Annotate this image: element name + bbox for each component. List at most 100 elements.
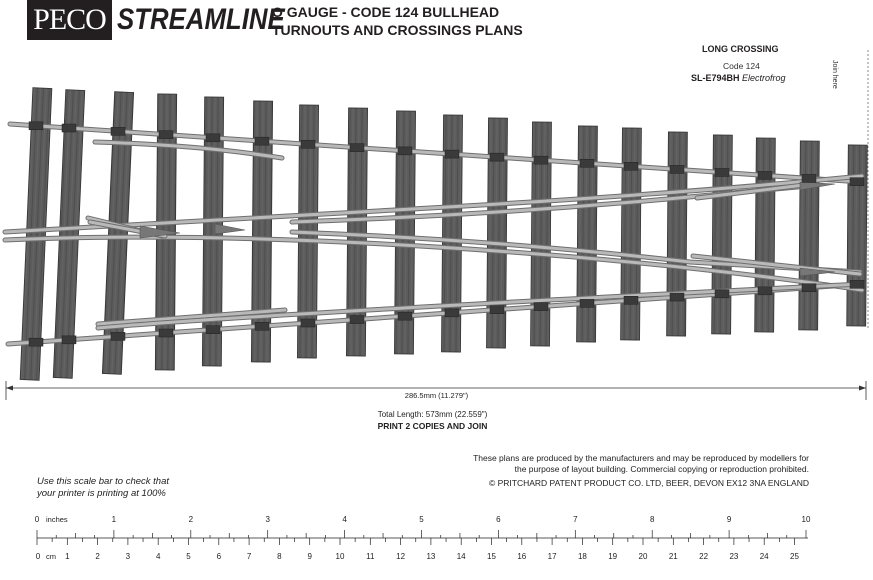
chair xyxy=(533,302,549,311)
sleeper xyxy=(394,110,416,355)
streamline-logo: STREAMLINE xyxy=(117,3,285,36)
scale-bar-note: Use this scale bar to check that your pr… xyxy=(37,476,169,500)
sleeper xyxy=(620,127,642,341)
chair xyxy=(349,315,365,324)
chair xyxy=(300,318,316,328)
chair xyxy=(489,152,505,162)
chair xyxy=(849,280,865,289)
rail xyxy=(290,230,862,274)
cm-tick-label: 8 xyxy=(277,552,282,561)
chair xyxy=(300,140,316,149)
chair xyxy=(801,174,817,183)
notice-line-2: the purpose of layout building. Commerci… xyxy=(514,464,809,474)
title-line-2: TURNOUTS AND CROSSINGS PLANS xyxy=(272,22,523,38)
cm-tick-label: 7 xyxy=(247,552,252,561)
rails xyxy=(2,121,865,347)
cm-tick-label: 15 xyxy=(487,552,496,561)
sleeper xyxy=(19,87,53,381)
reproduction-notice: These plans are produced by the manufact… xyxy=(473,453,809,475)
rail xyxy=(691,254,862,276)
cm-tick-label: 18 xyxy=(578,552,587,561)
chair xyxy=(669,165,685,174)
cm-label: cm xyxy=(46,552,56,561)
scale-note-line-2: your printer is printing at 100% xyxy=(37,488,166,499)
chair xyxy=(349,143,365,152)
frog-type: Electrofrog xyxy=(742,73,786,83)
chair xyxy=(110,332,126,341)
sleeper xyxy=(711,134,733,335)
sleeper xyxy=(846,144,868,327)
sleeper xyxy=(52,89,86,379)
cm-tick-label: 5 xyxy=(186,552,191,561)
chair xyxy=(205,325,221,334)
sleeper xyxy=(576,125,598,343)
inch-tick-label: 1 xyxy=(112,515,117,524)
chair xyxy=(444,149,460,159)
inches-label: inches xyxy=(46,515,68,524)
plan-catalogue: SL-E794BH Electrofrog xyxy=(691,73,786,83)
cm-tick-label: 4 xyxy=(156,552,161,561)
cm-tick-label: 14 xyxy=(457,552,466,561)
chair xyxy=(669,292,685,302)
dimension-line xyxy=(5,381,867,400)
sleeper xyxy=(486,117,508,349)
cm-tick-label: 1 xyxy=(65,552,70,561)
plan-code: Code 124 xyxy=(723,61,760,71)
chair xyxy=(801,283,817,292)
chair xyxy=(397,146,413,156)
rail xyxy=(93,140,284,160)
chair xyxy=(623,162,639,171)
cm-tick-label: 2 xyxy=(95,552,100,561)
cm-tick-label: 0 xyxy=(36,552,41,561)
inch-tick-label: 5 xyxy=(419,515,424,524)
chair xyxy=(579,159,595,168)
chair xyxy=(158,328,174,338)
track-plan-drawing xyxy=(2,50,869,400)
title-line-1: O GAUGE - CODE 124 BULLHEAD xyxy=(272,4,500,20)
copyright-notice: © PRITCHARD PATENT PRODUCT CO. LTD, BEER… xyxy=(488,478,809,488)
chair xyxy=(28,121,44,131)
rail-chairs xyxy=(28,121,865,347)
page-title: O GAUGE - CODE 124 BULLHEAD TURNOUTS AND… xyxy=(272,3,523,39)
chair xyxy=(757,286,773,296)
cm-tick-label: 10 xyxy=(336,552,345,561)
chair xyxy=(110,127,126,136)
rail xyxy=(3,174,864,234)
sleeper xyxy=(530,121,552,347)
chair xyxy=(849,177,865,186)
chair xyxy=(579,299,595,308)
inch-tick-label: 8 xyxy=(650,515,655,524)
sleeper xyxy=(250,100,274,363)
chair xyxy=(397,311,413,321)
rail xyxy=(6,282,864,346)
inch-ticks: 0 1 2 3 4 5 6 7 8 9 10 xyxy=(35,515,811,538)
catalogue-number: SL-E794BH xyxy=(691,73,740,83)
length-label: 286.5mm (11.279") xyxy=(404,391,469,400)
cm-tick-label: 13 xyxy=(426,552,435,561)
chair xyxy=(158,130,174,139)
chair xyxy=(205,133,221,143)
chair xyxy=(489,305,505,314)
chair xyxy=(28,337,44,347)
chair xyxy=(714,289,730,299)
cm-tick-label: 16 xyxy=(517,552,526,561)
sleeper xyxy=(798,140,820,331)
sleeper xyxy=(101,91,135,375)
chair xyxy=(533,155,549,165)
cm-tick-label: 6 xyxy=(217,552,222,561)
chair xyxy=(757,171,773,180)
inch-tick-label: 9 xyxy=(727,515,732,524)
rail xyxy=(96,282,864,330)
cm-tick-label: 11 xyxy=(366,552,375,561)
cm-tick-label: 12 xyxy=(396,552,405,561)
rail xyxy=(290,184,810,224)
sleeper xyxy=(666,131,688,337)
chair xyxy=(61,335,77,345)
peco-logo: PECO xyxy=(27,0,112,40)
cm-tick-label: 20 xyxy=(639,552,648,561)
inch-tick-label: 0 xyxy=(35,515,40,524)
inch-tick-label: 7 xyxy=(573,515,578,524)
chair xyxy=(444,308,460,318)
total-length: Total Length: 573mm (22.559") xyxy=(377,410,488,419)
sleeper xyxy=(441,114,463,353)
